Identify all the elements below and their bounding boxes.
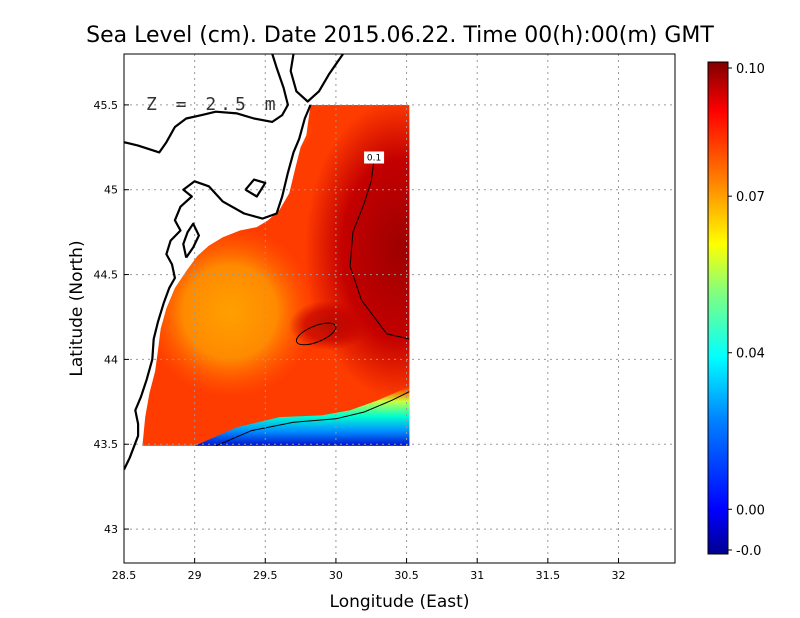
x-axis-ticks: 28.5 29 29.5 30 30.5 31 31.5 32 [112,558,625,582]
contour-label: 0.1 [367,153,381,163]
colorbar-tick-label: 0.07 [736,190,765,205]
contour-label-bg [364,151,385,164]
x-tick-label: 31.5 [536,569,561,582]
y-tick-label: 44 [104,353,118,366]
coastline [124,54,344,471]
x-tick-label: 29.5 [253,569,278,582]
x-tick-label: 30.5 [394,569,419,582]
coast-line-5 [244,178,267,198]
coast-line-2 [289,54,344,103]
y-tick-label: 45.5 [94,99,119,112]
y-axis-label: Latitude (North) [67,240,87,376]
grid-lines [124,54,675,563]
colorbar-tick-label: -0.0 [736,544,761,559]
low-level-region [194,386,410,446]
colorbar-tick-label: 0.00 [736,503,765,518]
colorbar [707,61,729,555]
colorbar-tick-label: 0.10 [736,62,765,77]
y-tick-label: 44.5 [94,269,119,282]
sea-level-field: 0.1 [142,104,410,446]
depth-annotation: Z = 2.5 m [146,94,280,115]
colorbar-ticks: -0.0 0.00 0.04 0.07 0.10 [728,62,765,559]
x-tick-label: 32 [611,569,625,582]
contour-closed [295,322,337,346]
x-axis-label: Longitude (East) [330,592,470,612]
colorbar-tick-label: 0.04 [736,347,765,362]
chart-title: Sea Level (cm). Date 2015.06.22. Time 00… [86,23,714,48]
x-tick-label: 28.5 [112,569,137,582]
y-tick-label: 43 [104,523,118,536]
max-region [304,104,410,400]
x-tick-label: 29 [188,569,202,582]
y-tick-label: 43.5 [94,438,119,451]
coast-line-4 [182,222,200,259]
contour-0.1 [349,159,410,340]
x-tick-label: 31 [470,569,484,582]
y-axis-ticks: 43 43.5 44 44.5 45 45.5 [94,99,129,536]
plot-frame [123,53,676,564]
y-tick-label: 45 [104,184,118,197]
x-tick-label: 30 [329,569,343,582]
coast-line-1 [124,54,289,154]
orange-region [144,226,315,397]
inner-max-region [288,300,369,351]
coast-line-3 [124,104,312,471]
contour-low [215,391,410,446]
